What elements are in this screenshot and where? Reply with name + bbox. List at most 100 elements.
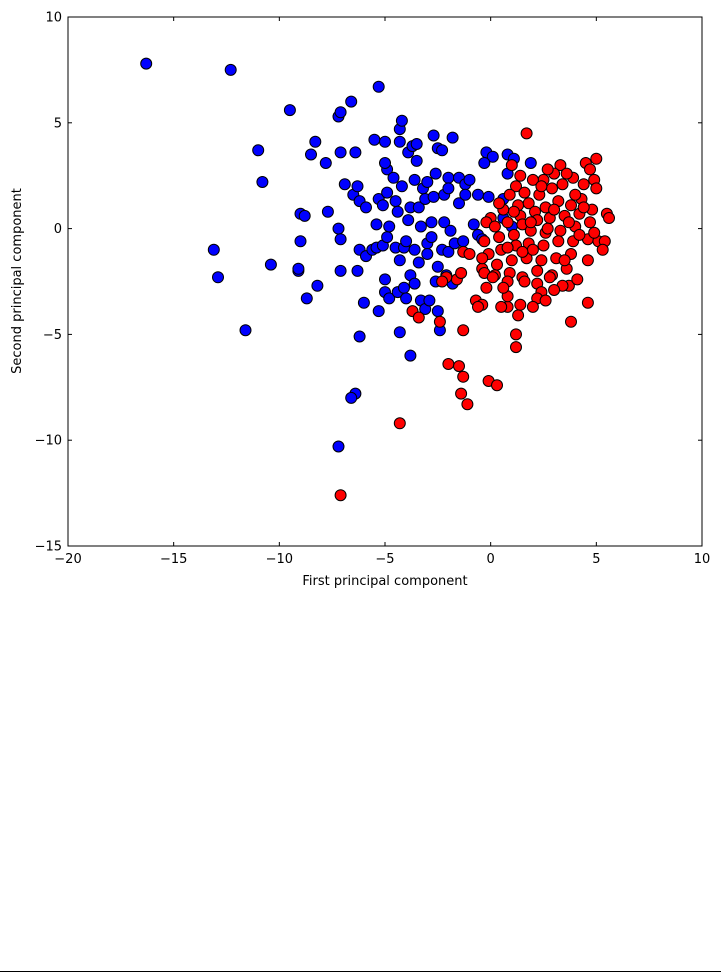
data-point-s1-78 [476,252,489,265]
data-point-s0-80 [351,264,364,277]
data-point-s0-111 [239,324,252,337]
data-point-s0-78 [334,233,347,246]
data-point-s0-124 [423,294,436,307]
data-point-s1-89 [495,300,508,313]
data-point-s1-98 [412,311,425,324]
data-point-s1-112 [565,315,577,328]
data-point-s1-100 [453,360,465,373]
data-point-s0-16 [393,135,406,148]
data-point-s0-92 [412,256,425,269]
data-point-s0-114 [357,296,370,309]
data-point-s0-115 [372,305,385,318]
data-point-s1-11 [522,197,535,210]
data-point-s1-113 [393,417,406,430]
data-point-s0-48 [524,157,537,169]
data-point-s1-16 [577,178,590,191]
data-point-s0-40 [486,150,499,163]
x-tick-label-0: −20 [54,552,81,567]
data-point-s1-103 [461,398,474,411]
data-point-s0-136 [431,260,444,273]
x-tick-label-5: 5 [592,552,600,567]
data-point-s0-18 [395,114,408,127]
y-tick-label-3: 0 [54,222,62,237]
data-point-s1-63 [491,258,503,271]
data-point-s1-40 [554,224,567,237]
data-point-s1-57 [581,254,594,267]
data-point-s0-105 [425,216,438,229]
data-point-s1-107 [510,341,522,354]
y-tick-label-2: −5 [43,328,62,343]
y-axis-label: Second principal component [10,188,25,374]
data-point-s1-75 [455,267,468,279]
data-point-s1-124 [558,254,571,267]
data-point-s0-9 [305,148,317,161]
data-point-s1-87 [514,298,527,311]
data-point-s0-96 [442,245,455,258]
data-point-s0-134 [332,440,345,453]
data-point-s1-102 [455,387,468,400]
data-point-s0-130 [393,326,406,339]
data-point-s0-70 [207,243,220,256]
data-point-s0-62 [412,201,425,214]
data-point-s1-114 [334,489,347,502]
data-point-s1-94 [472,300,484,313]
data-point-s0-91 [408,243,421,256]
data-point-s0-88 [393,254,406,267]
x-tick-label-2: −10 [266,552,293,567]
data-point-s0-119 [398,281,410,294]
data-point-s0-6 [372,80,385,93]
data-point-s0-33 [421,176,434,188]
data-point-s1-9 [503,188,516,201]
data-point-s1-135 [562,216,575,229]
data-point-s1-128 [541,222,554,235]
data-point-s0-29 [387,171,400,184]
data-point-s0-4 [334,106,347,119]
data-point-s0-0 [140,57,153,70]
data-point-s0-107 [444,224,457,237]
data-point-s0-11 [319,157,332,169]
data-point-s1-45 [478,235,491,248]
data-point-s0-23 [427,129,440,142]
data-point-s0-66 [442,182,455,195]
data-point-s1-123 [526,243,539,256]
data-point-s0-76 [311,279,324,292]
data-point-s1-8 [510,180,522,193]
data-point-s0-79 [334,264,347,277]
data-point-s0-57 [376,199,389,212]
data-point-s1-118 [560,167,573,180]
data-point-s0-106 [438,216,451,229]
data-point-s0-51 [321,205,334,218]
data-point-s1-60 [535,254,548,267]
data-point-s1-18 [590,182,603,195]
data-point-s1-69 [531,264,544,277]
data-point-s0-59 [389,195,402,208]
data-point-s1-115 [505,159,518,172]
data-point-s1-56 [596,243,609,256]
data-point-s0-7 [252,144,265,157]
data-point-s0-31 [408,173,421,186]
data-point-s1-44 [493,231,506,244]
x-tick-label-3: −5 [375,552,394,567]
data-point-s0-90 [400,235,413,248]
data-point-s0-43 [482,190,495,203]
data-point-s1-13 [546,182,558,195]
data-point-s0-135 [421,248,434,260]
data-point-s1-101 [457,370,470,383]
data-point-s1-131 [539,294,552,307]
data-point-s1-3 [584,163,596,176]
data-point-s0-75 [300,292,313,305]
data-point-s0-74 [294,235,307,248]
data-point-s1-37 [603,212,615,224]
data-point-s1-86 [526,300,539,313]
data-point-s0-101 [370,218,383,231]
data-point-s0-53 [351,180,364,193]
data-point-s0-102 [383,220,396,233]
data-point-s0-21 [410,138,423,150]
data-point-s0-25 [436,144,449,157]
data-point-s0-69 [338,178,351,191]
data-point-s0-112 [292,262,305,275]
data-point-s0-10 [309,135,322,148]
data-point-s0-94 [425,231,438,244]
data-point-s0-60 [391,205,404,218]
